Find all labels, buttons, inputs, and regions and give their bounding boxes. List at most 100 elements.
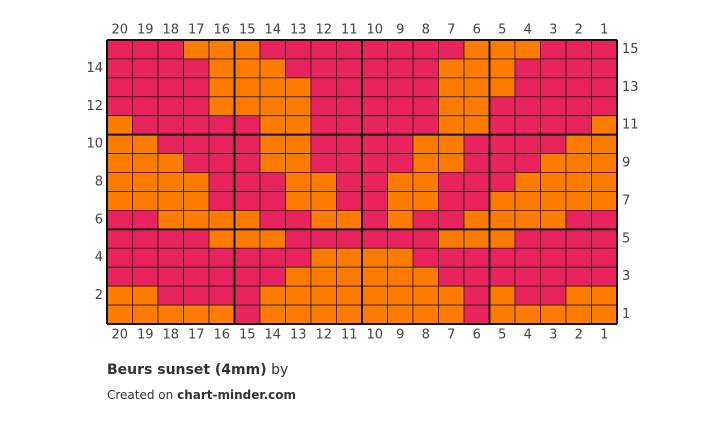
cell: [387, 172, 414, 192]
cell: [183, 266, 210, 287]
cell: [259, 134, 286, 155]
cell: [514, 153, 541, 173]
column-label: 2: [575, 328, 583, 343]
cell: [336, 304, 363, 325]
cell: [463, 228, 490, 249]
column-label: 10: [366, 328, 383, 343]
cell: [591, 77, 618, 98]
cell: [565, 134, 592, 155]
cell: [412, 191, 439, 211]
credit-line: Created on chart-minder.com: [107, 388, 296, 402]
cell: [438, 209, 465, 230]
column-label: 3: [549, 328, 557, 343]
cell: [183, 96, 210, 117]
cell: [259, 228, 286, 249]
pattern-title: Beurs sunset (4mm): [107, 362, 267, 378]
cell: [540, 153, 567, 173]
cell: [591, 304, 618, 325]
cell: [438, 304, 465, 325]
cell: [259, 304, 286, 325]
cell: [489, 191, 516, 211]
cell: [259, 115, 286, 136]
cell: [234, 77, 261, 98]
cell: [208, 153, 235, 173]
cell: [540, 96, 567, 117]
cell: [361, 39, 388, 60]
cell: [412, 228, 439, 249]
cell: [183, 285, 210, 306]
cell: [540, 39, 567, 60]
cell: [285, 247, 312, 268]
cell: [208, 209, 235, 230]
cell: [565, 77, 592, 98]
cell: [591, 58, 618, 79]
column-label: 12: [315, 23, 332, 38]
cell: [183, 134, 210, 155]
cell: [208, 115, 235, 136]
cell: [208, 285, 235, 306]
cell: [336, 228, 363, 249]
cell: [106, 209, 133, 230]
cell: [489, 39, 516, 60]
cell: [591, 134, 618, 155]
cell: [438, 266, 465, 287]
cell: [183, 228, 210, 249]
cell: [463, 77, 490, 98]
cell: [208, 172, 235, 192]
cell: [183, 191, 210, 211]
column-label: 17: [188, 23, 205, 38]
column-label: 15: [239, 23, 256, 38]
row-label: 4: [95, 250, 103, 265]
cell: [336, 266, 363, 287]
cell: [132, 58, 159, 79]
cell: [489, 153, 516, 173]
row-label: 5: [622, 231, 630, 246]
row-label: 7: [622, 193, 630, 208]
cell: [514, 228, 541, 249]
cell: [412, 115, 439, 136]
cell: [438, 191, 465, 211]
column-label: 19: [137, 23, 154, 38]
cell: [310, 58, 337, 79]
cell: [285, 228, 312, 249]
cell: [387, 247, 414, 268]
cell: [208, 39, 235, 60]
cell: [514, 134, 541, 155]
cell: [463, 153, 490, 173]
cell: [285, 39, 312, 60]
cell: [310, 191, 337, 211]
cell: [565, 153, 592, 173]
by-text: by: [271, 362, 289, 378]
cell: [361, 77, 388, 98]
cell: [489, 247, 516, 268]
cell: [361, 304, 388, 325]
cell: [540, 134, 567, 155]
cell: [259, 266, 286, 287]
cell: [234, 228, 261, 249]
cell: [463, 39, 490, 60]
cell: [183, 115, 210, 136]
cell: [489, 58, 516, 79]
cell: [234, 304, 261, 325]
column-label: 6: [473, 23, 481, 38]
cell: [157, 58, 184, 79]
cell: [310, 134, 337, 155]
cell: [157, 115, 184, 136]
cell: [412, 96, 439, 117]
cell: [132, 172, 159, 192]
column-label: 20: [111, 328, 128, 343]
cell: [336, 247, 363, 268]
cell: [106, 304, 133, 325]
cell: [183, 58, 210, 79]
cell: [285, 58, 312, 79]
cell: [310, 39, 337, 60]
cell: [183, 39, 210, 60]
cell: [540, 191, 567, 211]
cell: [157, 209, 184, 230]
cell: [208, 58, 235, 79]
cell: [463, 304, 490, 325]
cell: [106, 115, 133, 136]
cell: [514, 115, 541, 136]
cell: [438, 115, 465, 136]
column-label: 18: [162, 328, 179, 343]
